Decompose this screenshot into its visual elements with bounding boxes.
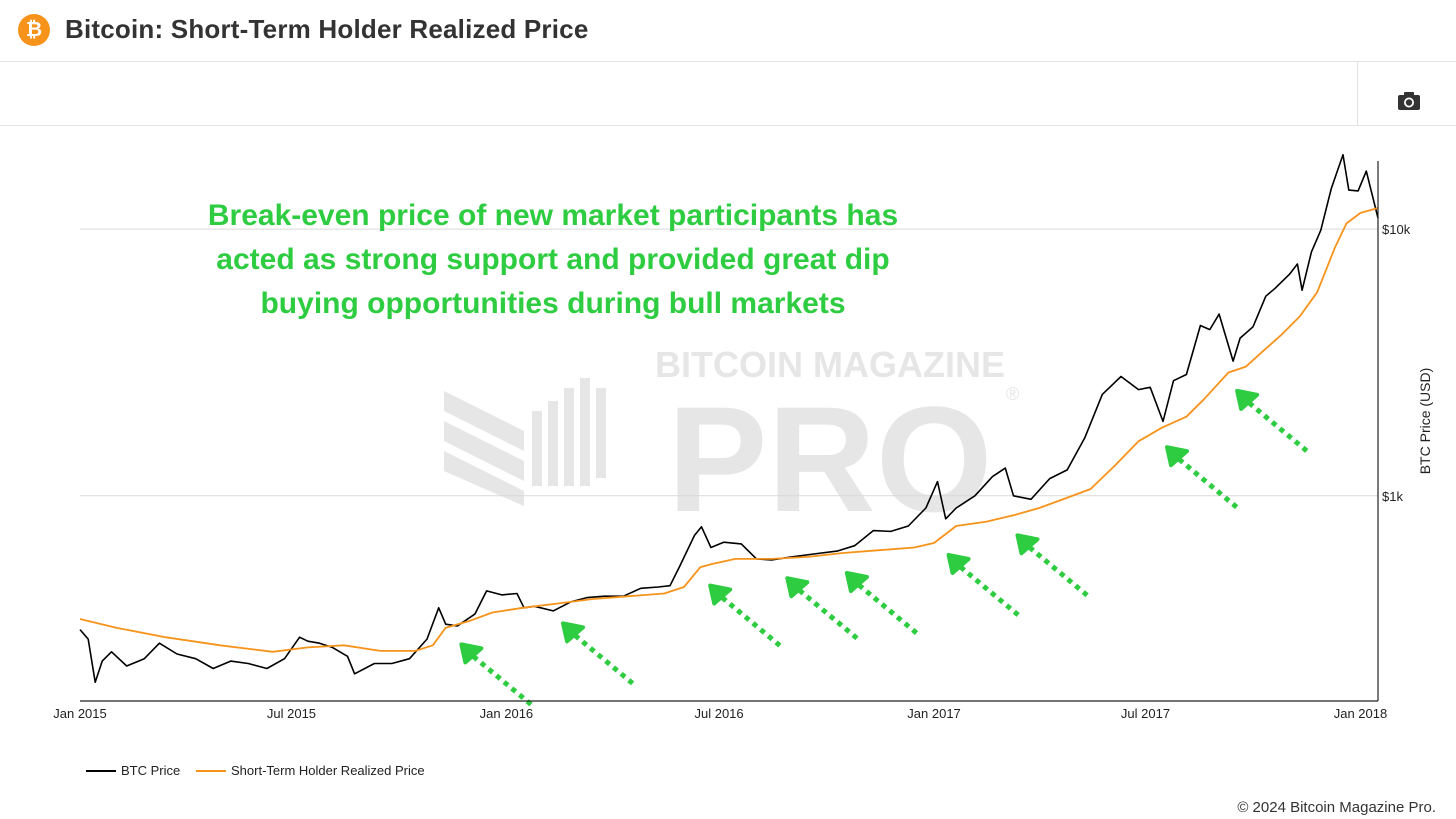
watermark-line1: BITCOIN MAGAZINE (655, 344, 1005, 385)
support-arrow-head (1165, 445, 1190, 468)
annotation-line: Break-even price of new market participa… (208, 199, 898, 232)
camera-icon[interactable] (1397, 90, 1421, 112)
watermark: BITCOIN MAGAZINE PRO ® (444, 344, 1019, 543)
support-arrow-head (708, 583, 733, 606)
support-arrow-shaft (720, 595, 784, 650)
support-arrow-shaft (797, 588, 861, 643)
support-arrow-shaft (471, 654, 535, 709)
chart-area: BITCOIN MAGAZINE PRO ® $1k $10k Jan 2015 Ju… (53, 153, 1433, 778)
x-tick-label: Jan 2016 (480, 706, 534, 721)
watermark-registered-mark: ® (1006, 384, 1019, 404)
legend-label-btc-price: BTC Price (121, 763, 180, 778)
x-tick-label: Jan 2015 (53, 706, 107, 721)
support-arrow-head (459, 642, 484, 665)
y-tick-label: $10k (1382, 222, 1411, 237)
support-arrow-shaft (573, 633, 637, 688)
support-arrow-head (946, 552, 971, 575)
support-arrow-head (1015, 533, 1040, 556)
x-tick-label: Jul 2017 (1121, 706, 1170, 721)
support-arrow (785, 576, 861, 643)
support-arrow-shaft (1027, 545, 1092, 600)
chart-toolbar (0, 62, 1456, 126)
page-header: ₿ Bitcoin: Short-Term Holder Realized Pr… (0, 0, 1456, 62)
y-tick-label: $1k (1382, 489, 1403, 504)
support-arrow-head (561, 621, 586, 644)
support-arrow-shaft (857, 583, 921, 637)
series-line-sth-realized-price (79, 207, 1379, 653)
support-arrow (1015, 533, 1092, 600)
toolbar-divider (1357, 62, 1358, 125)
support-arrow (459, 642, 535, 709)
support-arrow-shaft (1247, 400, 1311, 455)
bitcoin-logo-icon: ₿ (18, 14, 50, 46)
watermark-bars-icon (444, 378, 606, 506)
support-arrow (561, 621, 637, 688)
series-line-btc-price (79, 153, 1379, 684)
x-tick-label: Jan 2017 (907, 706, 961, 721)
support-arrows (459, 388, 1311, 709)
grid-lines (80, 228, 1378, 497)
axes: $1k $10k Jan 2015 Jul 2015 Jan 2016 Jul 2016 J… (53, 161, 1433, 721)
support-arrow-shaft (958, 565, 1023, 619)
series-lines (79, 153, 1379, 684)
support-arrow (946, 552, 1023, 619)
support-arrow-head (1235, 388, 1260, 411)
support-arrow-shaft (1177, 457, 1241, 512)
annotation-line: acted as strong support and provided gre… (216, 243, 889, 276)
support-arrow (844, 571, 921, 637)
annotation-text: Break-even price of new market participa… (208, 199, 898, 320)
support-arrow-head (844, 571, 869, 594)
x-tick-label: Jul 2016 (694, 706, 743, 721)
chart-legend: BTC Price Short-Term Holder Realized Pric… (86, 763, 425, 778)
support-arrow (1165, 445, 1241, 512)
legend-label-sth-realized-price: Short-Term Holder Realized Price (231, 763, 425, 778)
support-arrow (1235, 388, 1311, 455)
support-arrow (708, 583, 784, 650)
copyright-text: © 2024 Bitcoin Magazine Pro. (1237, 799, 1436, 816)
watermark-line2: PRO (667, 375, 992, 543)
page-title: Bitcoin: Short-Term Holder Realized Pric… (65, 14, 589, 44)
y-axis-label: BTC Price (USD) (1417, 368, 1433, 475)
x-tick-label: Jul 2015 (267, 706, 316, 721)
x-tick-label: Jan 2018 (1334, 706, 1388, 721)
annotation-line: buying opportunities during bull markets (260, 287, 845, 320)
support-arrow-head (785, 576, 810, 599)
